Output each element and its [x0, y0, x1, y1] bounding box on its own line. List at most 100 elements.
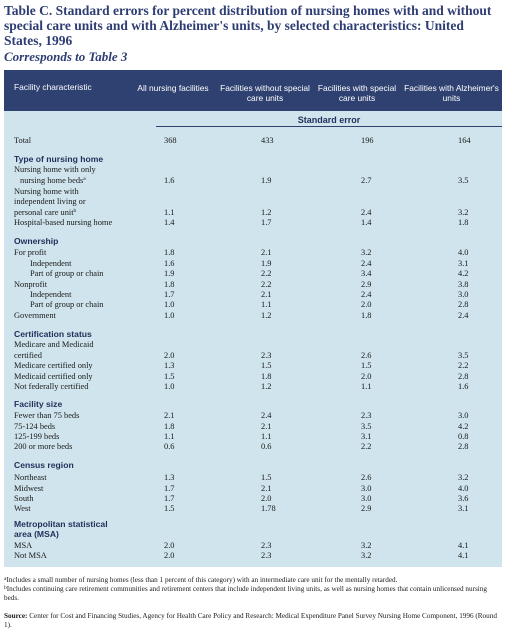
row-label: Nonprofit: [14, 280, 48, 289]
cell: 1.5: [164, 504, 175, 513]
table-row: nursing home bedsa 1.6 1.9 2.7 3.5: [4, 176, 502, 185]
col-header-all: All nursing facilities: [137, 83, 209, 93]
cell: 2.9: [361, 280, 372, 289]
cell: 1.0: [164, 311, 175, 320]
cell: 2.9: [361, 504, 372, 513]
cell: 3.2: [361, 551, 372, 560]
source-label: Source:: [4, 612, 28, 620]
table-title: Table C. Standard errors for percent dis…: [4, 3, 492, 48]
cell: 1.4: [164, 218, 175, 227]
cell: 4.2: [458, 269, 469, 278]
table-row: Fewer than 75 beds 2.1 2.4 2.3 3.0: [4, 411, 502, 420]
cell: 433: [261, 136, 274, 145]
row-label: Part of group or chain: [30, 269, 104, 278]
cell: 2.0: [164, 351, 175, 360]
row-label-text: nursing home beds: [20, 176, 84, 185]
row-label: Nursing home with only: [14, 165, 96, 174]
cell: 1.0: [164, 300, 175, 309]
cell: 1.9: [261, 259, 272, 268]
cell: 3.5: [458, 351, 469, 360]
footnote-a: aIncludes a small number of nursing home…: [4, 576, 502, 585]
cell: 2.1: [261, 422, 272, 431]
table-row: West 1.5 1.78 2.9 3.1: [4, 504, 502, 513]
table-row: MSA 2.0 2.3 3.2 4.1: [4, 541, 502, 550]
row-label: Fewer than 75 beds: [14, 411, 80, 420]
cell: 1.1: [361, 382, 372, 391]
table-row: Medicare and Medicaid: [4, 340, 502, 349]
cell: 3.6: [458, 494, 469, 503]
cell: 2.3: [261, 541, 272, 550]
row-label: Part of group or chain: [30, 300, 104, 309]
cell: 1.6: [164, 259, 175, 268]
footnote-text: Includes continuing care retirement comm…: [4, 585, 487, 602]
cell: 2.4: [458, 311, 469, 320]
cell: 2.8: [458, 442, 469, 451]
row-label: Northeast: [14, 473, 47, 482]
section-heading: Ownership: [14, 236, 59, 246]
source-note: Source: Center for Cost and Financing St…: [4, 612, 502, 630]
row-label: certified: [14, 351, 42, 360]
cell: 1.78: [261, 504, 276, 513]
cell: 2.6: [361, 351, 372, 360]
cell: 2.2: [458, 361, 469, 370]
cell: 4.0: [458, 248, 469, 257]
row-label: Independent: [30, 259, 72, 268]
cell: 2.3: [361, 411, 372, 420]
col-header-without-scu: Facilities without special care units: [220, 83, 310, 103]
table-row: Independent 1.7 2.1 2.4 3.0: [4, 290, 502, 299]
cell: 3.1: [458, 504, 469, 513]
row-label: Medicare and Medicaid: [14, 340, 94, 349]
table-row: 125-199 beds 1.1 1.1 3.1 0.8: [4, 432, 502, 441]
row-label: For profit: [14, 248, 47, 257]
table-row: 75-124 beds 1.8 2.1 3.5 4.2: [4, 422, 502, 431]
table-row: Medicare certified only 1.3 1.5 1.5 2.2: [4, 361, 502, 370]
cell: 1.3: [164, 473, 175, 482]
row-label: Total: [14, 136, 32, 145]
row-label: personal care unitb: [14, 208, 76, 217]
row-label: 200 or more beds: [14, 442, 73, 451]
cell: 4.0: [458, 484, 469, 493]
cell: 1.8: [164, 422, 175, 431]
cell: 1.0: [164, 382, 175, 391]
cell: 1.9: [261, 176, 272, 185]
row-label: Independent: [30, 290, 72, 299]
cell: 4.2: [458, 422, 469, 431]
section-heading: Facility size: [14, 399, 63, 409]
cell: 2.2: [261, 280, 272, 289]
cell: 2.3: [261, 551, 272, 560]
cell: 1.2: [261, 208, 272, 217]
row-label: 75-124 beds: [14, 422, 56, 431]
table-row: Part of group or chain 1.9 2.2 3.4 4.2: [4, 269, 502, 278]
row-label: nursing home bedsa: [20, 176, 86, 185]
cell: 1.8: [164, 280, 175, 289]
cell: 4.1: [458, 551, 469, 560]
cell: 2.1: [261, 484, 272, 493]
cell: 2.0: [361, 300, 372, 309]
row-label-text: personal care unit: [14, 208, 74, 217]
cell: 1.1: [164, 432, 175, 441]
cell: 1.2: [261, 311, 272, 320]
cell: 1.7: [261, 218, 272, 227]
table-row: Medicaid certified only 1.5 1.8 2.0 2.8: [4, 372, 502, 381]
cell: 2.7: [361, 176, 372, 185]
cell: 2.4: [261, 411, 272, 420]
cell: 3.0: [458, 411, 469, 420]
cell: 3.2: [458, 473, 469, 482]
cell: 1.4: [361, 218, 372, 227]
footnote-marker: b: [73, 208, 77, 214]
cell: 1.8: [361, 311, 372, 320]
cell: 1.5: [261, 473, 272, 482]
table-row: personal care unitb 1.1 1.2 2.4 3.2: [4, 208, 502, 217]
cell: 2.0: [261, 494, 272, 503]
cell: 2.3: [261, 351, 272, 360]
cell: 2.4: [361, 259, 372, 268]
cell: 1.8: [164, 248, 175, 257]
table-row: Nursing home with: [4, 187, 502, 196]
cell: 368: [164, 136, 177, 145]
cell: 196: [361, 136, 374, 145]
cell: 1.7: [164, 290, 175, 299]
footnote-marker: b: [4, 585, 7, 591]
table-row: Northeast 1.3 1.5 2.6 3.2: [4, 473, 502, 482]
table-row: independent living or: [4, 197, 502, 206]
cell: 2.6: [361, 473, 372, 482]
